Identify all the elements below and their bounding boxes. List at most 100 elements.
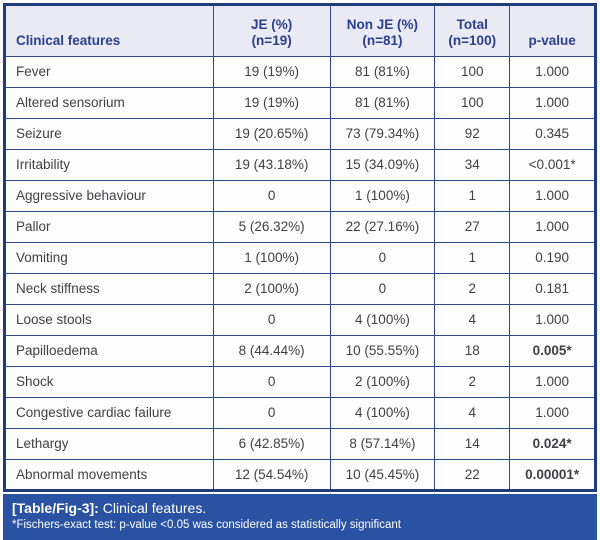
- pvalue-cell: <0.001*: [509, 149, 596, 181]
- total-value-cell: 100: [434, 56, 511, 88]
- header-je-line1: JE (%): [251, 17, 293, 32]
- clinical-feature-cell: Seizure: [4, 118, 214, 150]
- nonje-value-cell: 1 (100%): [329, 180, 436, 212]
- header-nonje-line2: (n=81): [362, 33, 403, 48]
- table-caption-line: [Table/Fig-3]: Clinical features.: [12, 499, 588, 517]
- table-caption-text: Clinical features.: [102, 500, 207, 516]
- nonje-value-cell: 81 (81%): [329, 87, 436, 119]
- table-row: Irritability 19 (43.18%) 15 (34.09%) 34 …: [4, 149, 596, 181]
- header-total: Total (n=100): [434, 4, 511, 57]
- je-value-cell: 6 (42.85%): [212, 428, 331, 460]
- pvalue-cell: 1.000: [509, 87, 596, 119]
- total-value-cell: 2: [434, 273, 511, 305]
- clinical-feature-cell: Aggressive behaviour: [4, 180, 214, 212]
- pvalue-cell: 1.000: [509, 366, 596, 398]
- total-value-cell: 22: [434, 459, 511, 491]
- clinical-feature-cell: Irritability: [4, 149, 214, 181]
- total-value-cell: 1: [434, 180, 511, 212]
- je-value-cell: 19 (19%): [212, 87, 331, 119]
- header-pvalue: p-value: [509, 4, 596, 57]
- pvalue-cell: 0.190: [509, 242, 596, 274]
- total-value-cell: 92: [434, 118, 511, 150]
- total-value-cell: 18: [434, 335, 511, 367]
- table-row: Seizure 19 (20.65%) 73 (79.34%) 92 0.345: [4, 118, 596, 150]
- nonje-value-cell: 15 (34.09%): [329, 149, 436, 181]
- je-value-cell: 0: [212, 180, 331, 212]
- clinical-feature-cell: Vomiting: [4, 242, 214, 274]
- clinical-feature-cell: Loose stools: [4, 304, 214, 336]
- nonje-value-cell: 4 (100%): [329, 304, 436, 336]
- total-value-cell: 100: [434, 87, 511, 119]
- pvalue-cell: 1.000: [509, 180, 596, 212]
- header-clinical-features: Clinical features: [4, 4, 214, 57]
- je-value-cell: 1 (100%): [212, 242, 331, 274]
- nonje-value-cell: 4 (100%): [329, 397, 436, 429]
- nonje-value-cell: 22 (27.16%): [329, 211, 436, 243]
- total-value-cell: 2: [434, 366, 511, 398]
- clinical-feature-cell: Pallor: [4, 211, 214, 243]
- footnote-text: *Fischers-exact test: p-value <0.05 was …: [12, 519, 401, 531]
- clinical-features-table: Clinical features JE (%) (n=19) Non JE (…: [3, 3, 597, 492]
- table-row: Congestive cardiac failure 0 4 (100%) 4 …: [4, 397, 596, 429]
- total-value-cell: 34: [434, 149, 511, 181]
- je-value-cell: 8 (44.44%): [212, 335, 331, 367]
- je-value-cell: 19 (43.18%): [212, 149, 331, 181]
- table-row: Fever 19 (19%) 81 (81%) 100 1.000: [4, 56, 596, 88]
- nonje-value-cell: 0: [329, 242, 436, 274]
- table-row: Neck stiffness 2 (100%) 0 2 0.181: [4, 273, 596, 305]
- table-row: Aggressive behaviour 0 1 (100%) 1 1.000: [4, 180, 596, 212]
- header-clinical-features-label: Clinical features: [16, 33, 121, 48]
- nonje-value-cell: 0: [329, 273, 436, 305]
- je-value-cell: 0: [212, 366, 331, 398]
- table-row: Altered sensorium 19 (19%) 81 (81%) 100 …: [4, 87, 596, 119]
- header-je-line2: (n=19): [251, 33, 292, 48]
- total-value-cell: 4: [434, 397, 511, 429]
- pvalue-cell: 0.00001*: [509, 459, 596, 491]
- nonje-value-cell: 10 (45.45%): [329, 459, 436, 491]
- table-row: Loose stools 0 4 (100%) 4 1.000: [4, 304, 596, 336]
- je-value-cell: 5 (26.32%): [212, 211, 331, 243]
- header-nonje: Non JE (%) (n=81): [329, 4, 436, 57]
- pvalue-cell: 0.005*: [509, 335, 596, 367]
- nonje-value-cell: 73 (79.34%): [329, 118, 436, 150]
- table-fig-label: [Table/Fig-3]:: [12, 500, 99, 516]
- clinical-feature-cell: Congestive cardiac failure: [4, 397, 214, 429]
- je-value-cell: 0: [212, 397, 331, 429]
- table-row: Vomiting 1 (100%) 0 1 0.190: [4, 242, 596, 274]
- total-value-cell: 4: [434, 304, 511, 336]
- je-value-cell: 0: [212, 304, 331, 336]
- header-pvalue-label: p-value: [528, 33, 576, 48]
- header-nonje-line1: Non JE (%): [346, 17, 419, 32]
- clinical-feature-cell: Lethargy: [4, 428, 214, 460]
- table-row: Papilloedema 8 (44.44%) 10 (55.55%) 18 0…: [4, 335, 596, 367]
- clinical-feature-cell: Shock: [4, 366, 214, 398]
- clinical-feature-cell: Neck stiffness: [4, 273, 214, 305]
- header-je: JE (%) (n=19): [212, 4, 331, 57]
- clinical-feature-cell: Altered sensorium: [4, 87, 214, 119]
- pvalue-cell: 0.024*: [509, 428, 596, 460]
- nonje-value-cell: 8 (57.14%): [329, 428, 436, 460]
- pvalue-cell: 1.000: [509, 56, 596, 88]
- header-total-line1: Total: [456, 17, 488, 32]
- clinical-feature-cell: Papilloedema: [4, 335, 214, 367]
- clinical-feature-cell: Fever: [4, 56, 214, 88]
- total-value-cell: 14: [434, 428, 511, 460]
- header-total-line2: (n=100): [448, 33, 497, 48]
- nonje-value-cell: 81 (81%): [329, 56, 436, 88]
- pvalue-cell: 1.000: [509, 397, 596, 429]
- clinical-feature-cell: Abnormal movements: [4, 459, 214, 491]
- table-row: Pallor 5 (26.32%) 22 (27.16%) 27 1.000: [4, 211, 596, 243]
- pvalue-cell: 0.345: [509, 118, 596, 150]
- pvalue-cell: 1.000: [509, 304, 596, 336]
- je-value-cell: 19 (20.65%): [212, 118, 331, 150]
- je-value-cell: 12 (54.54%): [212, 459, 331, 491]
- nonje-value-cell: 2 (100%): [329, 366, 436, 398]
- table-row: Shock 0 2 (100%) 2 1.000: [4, 366, 596, 398]
- table-row: Lethargy 6 (42.85%) 8 (57.14%) 14 0.024*: [4, 428, 596, 460]
- pvalue-cell: 0.181: [509, 273, 596, 305]
- total-value-cell: 1: [434, 242, 511, 274]
- je-value-cell: 2 (100%): [212, 273, 331, 305]
- je-value-cell: 19 (19%): [212, 56, 331, 88]
- total-value-cell: 27: [434, 211, 511, 243]
